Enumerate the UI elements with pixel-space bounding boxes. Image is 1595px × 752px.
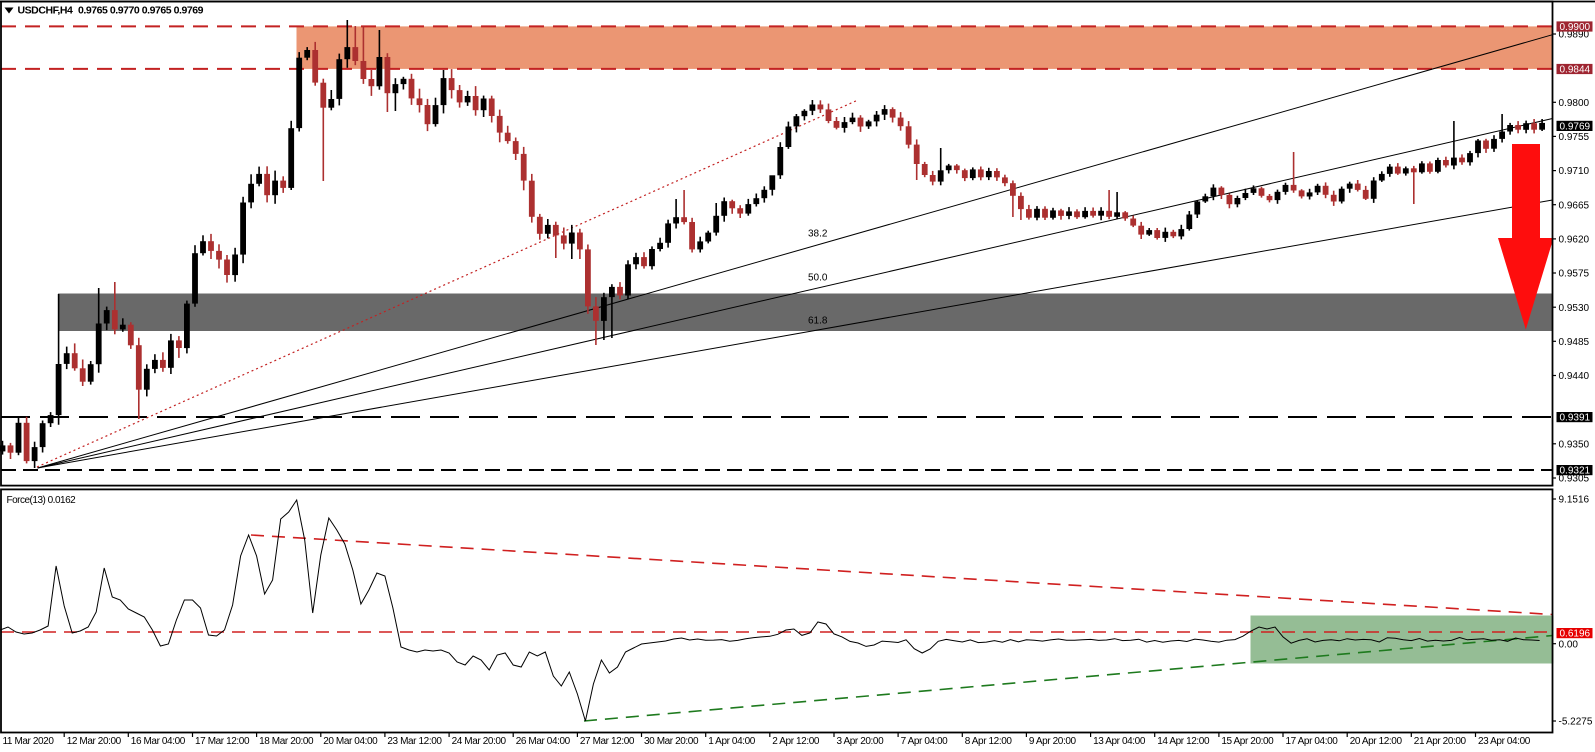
svg-text:0.9350: 0.9350 xyxy=(1559,439,1590,450)
svg-text:30 Mar 20:00: 30 Mar 20:00 xyxy=(644,736,699,747)
svg-text:0.9900: 0.9900 xyxy=(1560,22,1591,33)
svg-text:13 Apr 04:00: 13 Apr 04:00 xyxy=(1093,736,1146,747)
svg-text:14 Apr 12:00: 14 Apr 12:00 xyxy=(1157,736,1210,747)
svg-text:0.9890: 0.9890 xyxy=(1559,30,1590,41)
svg-text:23 Mar 12:00: 23 Mar 12:00 xyxy=(387,736,442,747)
svg-text:61.8: 61.8 xyxy=(808,316,828,327)
svg-text:0.6196: 0.6196 xyxy=(1560,629,1591,640)
svg-text:21 Apr 20:00: 21 Apr 20:00 xyxy=(1414,736,1467,747)
svg-text:0.9575: 0.9575 xyxy=(1559,269,1590,280)
svg-text:0.9769: 0.9769 xyxy=(1560,121,1591,132)
svg-text:-5.2275: -5.2275 xyxy=(1559,717,1593,728)
svg-text:0.9391: 0.9391 xyxy=(1560,413,1591,424)
svg-text:0.9440: 0.9440 xyxy=(1559,371,1590,382)
svg-text:0.9305: 0.9305 xyxy=(1559,474,1590,485)
svg-text:0.9844: 0.9844 xyxy=(1560,65,1591,76)
svg-text:20 Mar 04:00: 20 Mar 04:00 xyxy=(323,736,378,747)
svg-text:2 Apr 12:00: 2 Apr 12:00 xyxy=(772,736,820,747)
svg-text:38.2: 38.2 xyxy=(808,229,828,240)
svg-text:12 Mar 20:00: 12 Mar 20:00 xyxy=(67,736,122,747)
svg-text:9 Apr 20:00: 9 Apr 20:00 xyxy=(1029,736,1077,747)
svg-text:7 Apr 04:00: 7 Apr 04:00 xyxy=(901,736,949,747)
svg-text:1 Apr 04:00: 1 Apr 04:00 xyxy=(708,736,756,747)
svg-text:20 Apr 12:00: 20 Apr 12:00 xyxy=(1350,736,1403,747)
svg-text:0.00: 0.00 xyxy=(1559,639,1579,650)
svg-text:8 Apr 12:00: 8 Apr 12:00 xyxy=(965,736,1013,747)
svg-text:0.9710: 0.9710 xyxy=(1559,166,1590,177)
svg-text:3 Apr 20:00: 3 Apr 20:00 xyxy=(837,736,885,747)
svg-text:15 Apr 20:00: 15 Apr 20:00 xyxy=(1221,736,1274,747)
svg-text:9.1516: 9.1516 xyxy=(1559,495,1590,506)
svg-text:Force(13) 0.0162: Force(13) 0.0162 xyxy=(7,495,77,506)
svg-text:0.9620: 0.9620 xyxy=(1559,235,1590,246)
svg-text:17 Mar 12:00: 17 Mar 12:00 xyxy=(195,736,250,747)
svg-text:USDCHF,H4: USDCHF,H4 xyxy=(18,5,73,17)
svg-text:0.9800: 0.9800 xyxy=(1559,98,1590,109)
svg-text:27 Mar 12:00: 27 Mar 12:00 xyxy=(580,736,635,747)
svg-text:18 Mar 20:00: 18 Mar 20:00 xyxy=(259,736,314,747)
svg-text:0.9485: 0.9485 xyxy=(1559,337,1590,348)
svg-text:50.0: 50.0 xyxy=(808,273,828,284)
svg-text:0.9765 0.9770 0.9765 0.9769: 0.9765 0.9770 0.9765 0.9769 xyxy=(78,5,204,17)
svg-text:17 Apr 04:00: 17 Apr 04:00 xyxy=(1286,736,1339,747)
svg-text:0.9321: 0.9321 xyxy=(1560,466,1591,477)
svg-text:0.9755: 0.9755 xyxy=(1559,132,1590,143)
svg-text:16 Mar 04:00: 16 Mar 04:00 xyxy=(131,736,186,747)
svg-text:0.9665: 0.9665 xyxy=(1559,200,1590,211)
svg-text:26 Mar 04:00: 26 Mar 04:00 xyxy=(516,736,571,747)
svg-text:24 Mar 20:00: 24 Mar 20:00 xyxy=(452,736,507,747)
svg-text:23 Apr 04:00: 23 Apr 04:00 xyxy=(1478,736,1531,747)
svg-text:11 Mar 2020: 11 Mar 2020 xyxy=(3,736,55,747)
svg-text:0.9530: 0.9530 xyxy=(1559,303,1590,314)
